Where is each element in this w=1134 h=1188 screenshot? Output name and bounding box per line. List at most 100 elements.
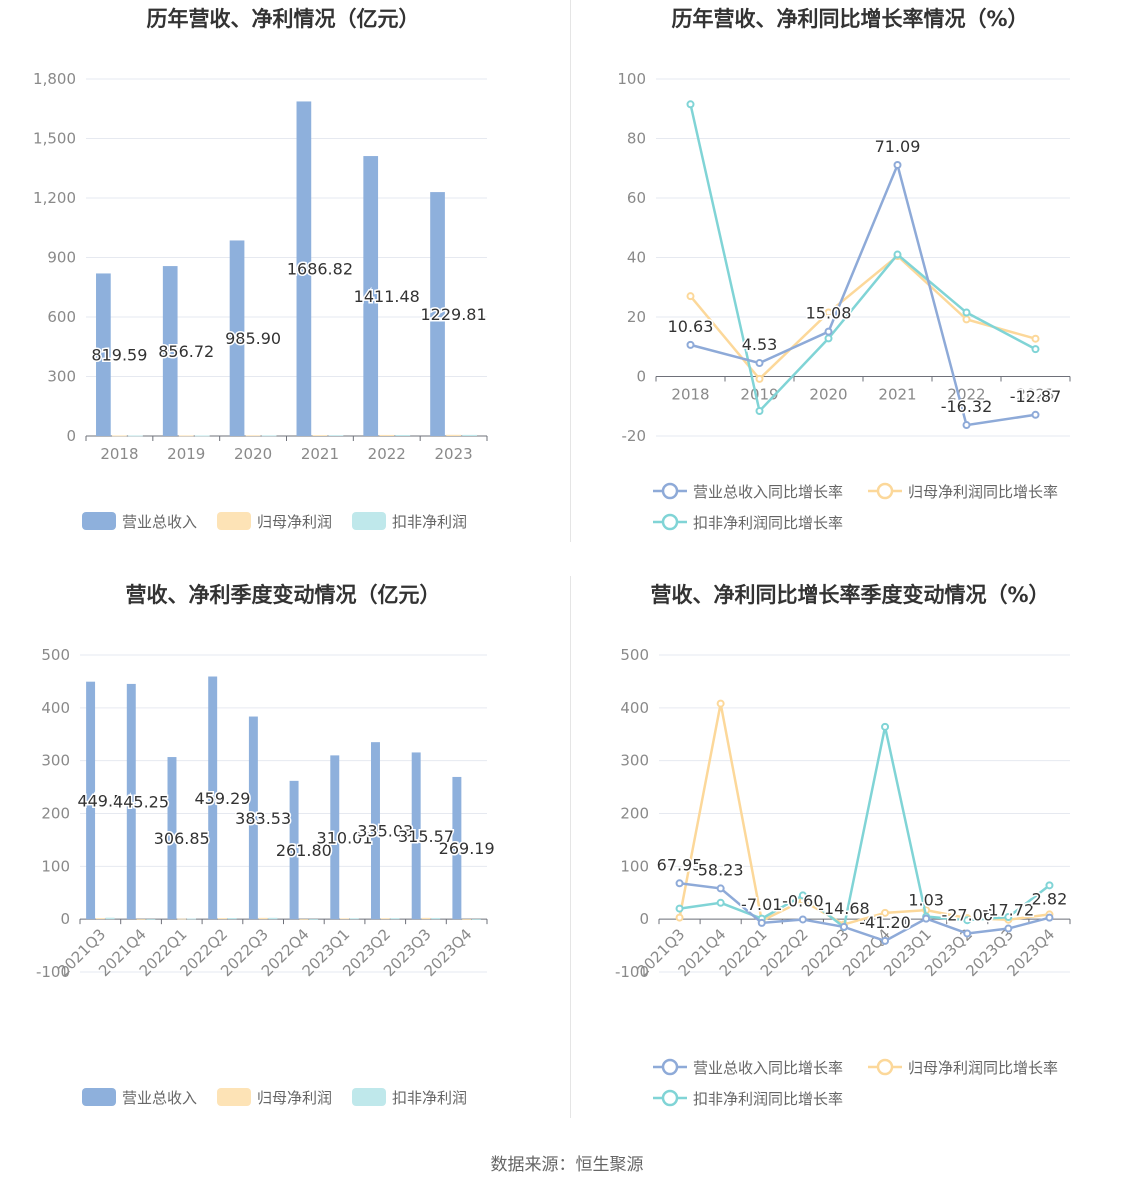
data-point xyxy=(824,334,833,343)
legend-label: 营业总收入同比增长率 xyxy=(693,1059,843,1077)
y-tick-label: 1,200 xyxy=(33,189,76,207)
data-point xyxy=(675,913,684,922)
x-tick-label: 2019 xyxy=(167,445,205,463)
data-point xyxy=(881,936,890,945)
bar-revenue xyxy=(330,755,340,920)
bar-deducted-profit xyxy=(268,917,278,920)
legend-swatch xyxy=(217,512,251,530)
bar-net-profit xyxy=(217,918,227,920)
data-source-footer: 数据来源：恒生聚源 xyxy=(490,1155,644,1175)
data-point xyxy=(962,315,971,324)
data-point xyxy=(1031,345,1040,354)
point-value-label: 4.53 xyxy=(742,335,778,354)
x-tick-label: 2021 xyxy=(878,386,916,404)
bar-deducted-profit xyxy=(227,918,237,920)
bar-value-label: 383.53 xyxy=(235,809,291,828)
y-tick-label: 500 xyxy=(620,646,649,664)
data-point xyxy=(755,359,764,368)
legend-label: 扣非净利润 xyxy=(392,513,467,531)
legend-marker xyxy=(661,1089,679,1107)
series-line-revenue-growth xyxy=(690,161,1036,427)
quarterly-growth-rate-chart: 营收、净利同比增长率季度变动情况（%） -100 0 100 200 300 400 500 2… xyxy=(615,583,1071,1108)
y-tick-label: 500 xyxy=(41,646,70,664)
y-tick-label: 20 xyxy=(627,308,646,326)
y-tick-label: 40 xyxy=(627,249,646,267)
data-point xyxy=(893,250,902,259)
legend-label: 归母净利润同比增长率 xyxy=(908,1059,1058,1077)
bar-revenue xyxy=(229,240,245,436)
legend-marker xyxy=(661,513,679,531)
bar-deducted-profit xyxy=(187,918,196,920)
y-tick-label: 0 xyxy=(639,910,649,928)
data-point xyxy=(686,292,695,301)
data-point xyxy=(824,308,833,317)
bar-net-profit xyxy=(446,434,461,436)
bar-net-profit xyxy=(380,918,390,920)
bar-net-profit xyxy=(340,918,350,920)
bar-value-label: 335.03 xyxy=(357,822,413,841)
y-tick-label: 900 xyxy=(47,249,76,267)
data-point xyxy=(716,884,725,893)
bar-net-profit xyxy=(462,919,472,920)
y-tick-label: 100 xyxy=(620,857,649,875)
x-tick-label: 2023 xyxy=(1016,386,1054,404)
bar-deducted-profit xyxy=(395,434,411,436)
series-line-net-profit-growth xyxy=(678,703,1050,926)
legend-marker xyxy=(661,1058,679,1076)
y-tick-label: 400 xyxy=(620,699,649,717)
legend-marker xyxy=(876,482,894,500)
legend-label: 归母净利润 xyxy=(257,1089,332,1107)
bar-deducted-profit xyxy=(462,434,477,436)
point-value-label: 58.23 xyxy=(698,860,744,879)
legend-label: 归母净利润 xyxy=(257,513,332,531)
legend-swatch xyxy=(217,1088,251,1106)
bar-revenue xyxy=(162,266,178,436)
data-point xyxy=(755,374,764,383)
bar-net-profit xyxy=(258,917,268,920)
bar-net-profit xyxy=(95,918,105,920)
bar-net-profit xyxy=(112,435,127,437)
annual-revenue-profit-chart: 历年营收、净利情况（亿元） 0 300 600 900 1,200 1,500 1,800 20… xyxy=(33,7,488,531)
bar-value-label: 985.90 xyxy=(225,329,281,348)
y-tick-label: 0 xyxy=(66,427,76,445)
y-tick-label: 200 xyxy=(41,805,70,823)
legend-label: 归母净利润同比增长率 xyxy=(908,483,1058,501)
bar-deducted-profit xyxy=(261,435,277,437)
chart-title: 营收、净利季度变动情况（亿元） xyxy=(126,583,441,607)
legend-swatch xyxy=(82,512,116,530)
point-value-label: 10.63 xyxy=(668,317,714,336)
point-value-label: 67.95 xyxy=(657,855,703,874)
data-point xyxy=(716,699,725,708)
point-value-label: -7.01 xyxy=(741,895,782,914)
bar-net-profit xyxy=(379,434,395,436)
legend-label: 扣非净利润同比增长率 xyxy=(693,1090,843,1108)
y-tick-label: 0 xyxy=(60,910,70,928)
legend-label: 营业总收入 xyxy=(122,1089,197,1107)
y-tick-label: 400 xyxy=(41,699,70,717)
x-tick-label: 2023 xyxy=(434,445,472,463)
panel-divider-top xyxy=(570,0,571,542)
series-line-revenue-growth xyxy=(679,882,1050,943)
bar-revenue xyxy=(411,752,421,920)
data-point xyxy=(675,879,684,888)
chart-title: 营收、净利同比增长率季度变动情况（%） xyxy=(650,583,1049,607)
data-point xyxy=(686,100,695,109)
y-tick-label: 200 xyxy=(620,805,649,823)
x-tick-label: 2020 xyxy=(809,386,847,404)
data-point xyxy=(893,161,902,170)
y-tick-label: 100 xyxy=(41,857,70,875)
bar-deducted-profit xyxy=(328,435,344,437)
bar-value-label: 306.85 xyxy=(154,829,210,848)
data-point xyxy=(962,421,971,430)
annual-growth-rate-panel: 历年营收、净利同比增长率情况（%） -20 0 20 40 60 80 100 2018 2019… xyxy=(567,0,1134,576)
legend-label: 扣非净利润同比增长率 xyxy=(693,514,843,532)
data-point xyxy=(881,908,890,917)
data-point xyxy=(839,922,848,931)
data-point xyxy=(1004,924,1013,933)
bar-net-profit xyxy=(245,435,261,437)
y-tick-label: 100 xyxy=(617,70,646,88)
y-tick-label: 300 xyxy=(41,752,70,770)
y-tick-label: 1,500 xyxy=(33,130,76,148)
chart-title: 历年营收、净利同比增长率情况（%） xyxy=(671,7,1028,31)
data-point xyxy=(881,722,890,731)
